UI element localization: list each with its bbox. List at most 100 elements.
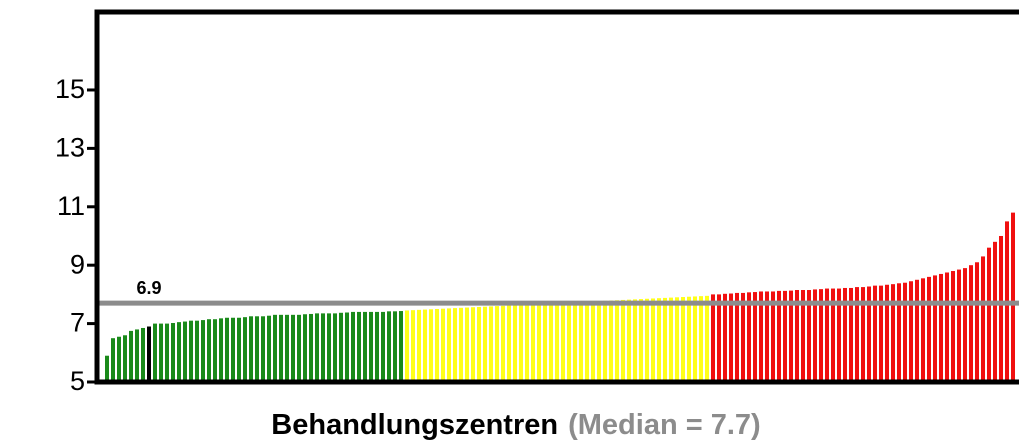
bar <box>285 314 289 382</box>
bar <box>711 294 715 382</box>
bar <box>651 298 655 382</box>
bar <box>105 355 109 382</box>
bar <box>705 295 709 382</box>
bar <box>915 279 919 382</box>
bar <box>303 314 307 382</box>
bar <box>885 284 889 382</box>
bar <box>525 304 529 382</box>
bar <box>453 308 457 382</box>
bar <box>579 301 583 382</box>
bar <box>201 320 205 382</box>
bar <box>531 304 535 382</box>
bar <box>381 311 385 382</box>
bar <box>771 291 775 382</box>
bar <box>657 298 661 382</box>
bar <box>435 308 439 382</box>
bar <box>699 296 703 382</box>
bar <box>159 323 163 382</box>
bar <box>723 293 727 382</box>
bar <box>417 309 421 382</box>
bar <box>543 303 547 382</box>
bar <box>315 313 319 382</box>
bar <box>483 306 487 382</box>
bar <box>783 290 787 382</box>
bar <box>123 335 127 382</box>
bar <box>459 307 463 382</box>
bar <box>147 326 151 382</box>
bar <box>261 316 265 382</box>
bar <box>879 285 883 382</box>
bar <box>945 272 949 382</box>
bar <box>933 275 937 382</box>
bar <box>243 317 247 382</box>
bar <box>897 283 901 382</box>
bar <box>837 288 841 382</box>
bar <box>741 292 745 382</box>
bar <box>861 287 865 382</box>
bar <box>555 303 559 382</box>
bar <box>669 297 673 382</box>
bar <box>591 301 595 382</box>
bar <box>231 317 235 382</box>
bar <box>747 292 751 382</box>
bar <box>333 313 337 382</box>
bar <box>621 299 625 382</box>
bar <box>687 296 691 382</box>
bar <box>255 316 259 382</box>
bar <box>213 319 217 382</box>
bar <box>267 315 271 382</box>
bar <box>423 309 427 382</box>
y-tick-label: 13 <box>55 133 85 163</box>
bar <box>405 310 409 382</box>
bar <box>171 323 175 382</box>
bar <box>369 311 373 382</box>
bar <box>357 311 361 382</box>
bar <box>993 241 997 382</box>
bar <box>561 302 565 382</box>
bar <box>135 329 139 382</box>
bar <box>309 313 313 382</box>
bar <box>597 301 601 382</box>
bar <box>819 289 823 382</box>
x-axis-title: Behandlungszentren (Median = 7.7) <box>271 409 760 441</box>
y-tick-label: 15 <box>55 74 85 104</box>
bar <box>507 305 511 382</box>
median-label: (Median = 7.7) <box>568 409 761 441</box>
bar <box>153 323 157 382</box>
bar <box>909 281 913 382</box>
bar <box>873 285 877 382</box>
bar <box>603 300 607 382</box>
y-tick-label: 7 <box>70 308 85 338</box>
bar <box>375 311 379 382</box>
bar <box>939 273 943 382</box>
bar <box>777 290 781 382</box>
bar <box>759 291 763 382</box>
bar <box>501 305 505 382</box>
bar <box>801 290 805 382</box>
bar <box>963 268 967 382</box>
bar <box>633 299 637 382</box>
bar <box>477 306 481 382</box>
bar <box>843 287 847 382</box>
bar <box>849 287 853 382</box>
bar <box>429 309 433 382</box>
bar <box>345 312 349 382</box>
y-tick-label: 11 <box>57 191 85 221</box>
bar <box>717 294 721 382</box>
bar <box>567 302 571 382</box>
bar <box>867 286 871 382</box>
bar <box>111 338 115 382</box>
bar <box>363 311 367 382</box>
bar <box>951 271 955 382</box>
bar <box>249 316 253 382</box>
y-tick-label: 9 <box>70 249 85 279</box>
bar <box>471 307 475 382</box>
bar <box>999 235 1003 382</box>
bar <box>693 296 697 382</box>
bar <box>441 308 445 382</box>
bar <box>237 317 241 382</box>
bar <box>975 262 979 382</box>
bar <box>753 292 757 382</box>
